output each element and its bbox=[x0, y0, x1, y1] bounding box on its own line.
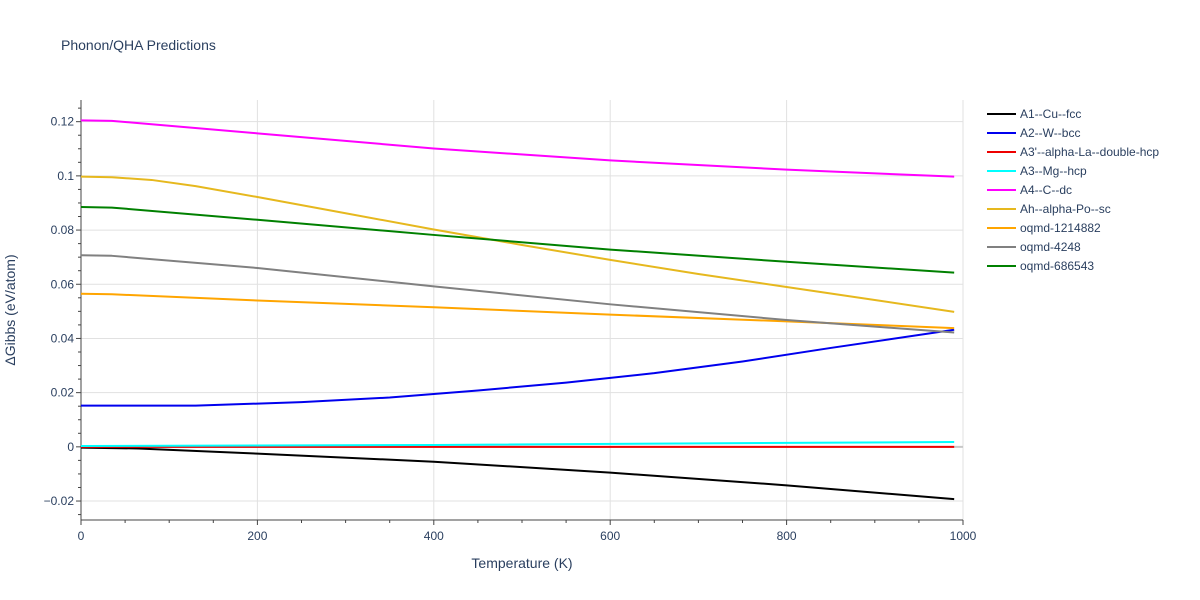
legend-label: oqmd-1214882 bbox=[1020, 221, 1101, 235]
y-tick-label: 0.12 bbox=[51, 115, 75, 129]
x-tick-label: 600 bbox=[600, 529, 620, 543]
y-tick-label: 0.08 bbox=[51, 223, 75, 237]
y-tick-label: 0.04 bbox=[51, 331, 75, 345]
legend-label: oqmd-686543 bbox=[1020, 259, 1094, 273]
y-tick-label: 0 bbox=[67, 440, 74, 454]
legend-item[interactable]: A2--W--bcc bbox=[987, 126, 1080, 140]
tick-labels: 0 200 400 600 800 1000 −0.02 0 0.02 0.04 0.06 0.08 0… bbox=[44, 115, 977, 543]
y-tick-label: 0.1 bbox=[57, 169, 74, 183]
series-line-6 bbox=[80, 292, 955, 330]
series-line-1 bbox=[81, 328, 955, 407]
series-line-3 bbox=[80, 440, 955, 448]
series-line-8 bbox=[80, 206, 955, 274]
chart-title: Phonon/QHA Predictions bbox=[61, 37, 216, 53]
series-line-4 bbox=[80, 119, 955, 178]
series-line-7 bbox=[80, 254, 955, 334]
y-tick-label: 0.06 bbox=[51, 277, 75, 291]
legend-item[interactable]: oqmd-4248 bbox=[987, 240, 1081, 254]
x-tick-label: 200 bbox=[247, 529, 267, 543]
legend-label: A1--Cu--fcc bbox=[1020, 107, 1081, 121]
legend-item[interactable]: oqmd-686543 bbox=[987, 259, 1094, 273]
plot-area bbox=[80, 119, 955, 501]
series-line-0 bbox=[80, 446, 955, 501]
legend-label: oqmd-4248 bbox=[1020, 240, 1081, 254]
y-axis-label: ΔGibbs (eV/atom) bbox=[2, 254, 18, 365]
legend-label: A2--W--bcc bbox=[1020, 126, 1080, 140]
x-tick-label: 0 bbox=[78, 529, 85, 543]
y-tick-label: −0.02 bbox=[44, 494, 75, 508]
series-line-5 bbox=[80, 175, 955, 313]
x-tick-label: 800 bbox=[777, 529, 797, 543]
x-tick-label: 1000 bbox=[950, 529, 977, 543]
legend-label: A4--C--dc bbox=[1020, 183, 1072, 197]
legend-item[interactable]: A3--Mg--hcp bbox=[987, 164, 1087, 178]
x-tick-label: 400 bbox=[424, 529, 444, 543]
legend-item[interactable]: Ah--alpha-Po--sc bbox=[987, 202, 1111, 216]
legend-item[interactable]: A4--C--dc bbox=[987, 183, 1072, 197]
legend-item[interactable]: oqmd-1214882 bbox=[987, 221, 1101, 235]
legend-item[interactable]: A1--Cu--fcc bbox=[987, 107, 1081, 121]
legend-label: A3--Mg--hcp bbox=[1020, 164, 1087, 178]
axes bbox=[76, 100, 964, 525]
x-axis-label: Temperature (K) bbox=[471, 555, 572, 571]
legend-label: Ah--alpha-Po--sc bbox=[1020, 202, 1111, 216]
legend-label: A3'--alpha-La--double-hcp bbox=[1020, 145, 1159, 159]
legend-item[interactable]: A3'--alpha-La--double-hcp bbox=[987, 145, 1159, 159]
legend: A1--Cu--fcc A2--W--bcc A3'--alpha-La--doub… bbox=[987, 107, 1159, 273]
y-tick-label: 0.02 bbox=[51, 386, 75, 400]
